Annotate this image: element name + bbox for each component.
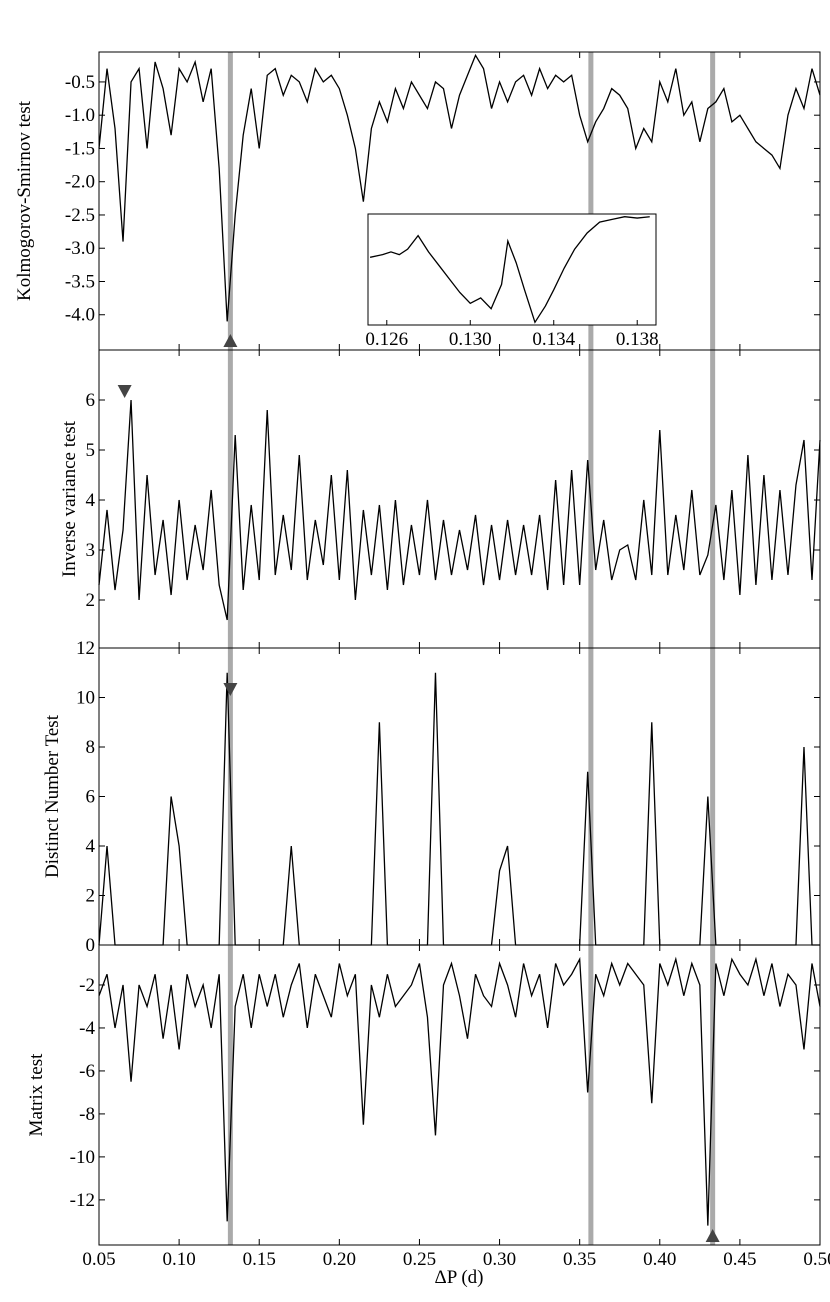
x-tick-label: 0.10 (162, 1249, 195, 1270)
x-tick-label: 0.05 (82, 1249, 115, 1270)
marker-triangle (705, 1229, 720, 1242)
x-tick-label: 0.20 (323, 1249, 356, 1270)
y-tick-label: 12 (76, 638, 95, 659)
y-tick-label: 6 (86, 390, 96, 411)
data-line (98, 399, 821, 621)
x-tick-label: 0.45 (723, 1249, 756, 1270)
y-axis-label: Matrix test (26, 1053, 47, 1137)
y-tick-label: 10 (76, 688, 95, 709)
y-tick-label: 2 (86, 590, 96, 611)
inset-x-tick-label: 0.126 (365, 329, 408, 350)
y-tick-label: 3 (86, 540, 96, 561)
y-tick-label: 0 (86, 935, 96, 956)
y-tick-label: -12 (70, 1190, 95, 1211)
x-tick-label: 0.35 (563, 1249, 596, 1270)
y-tick-label: -1.5 (65, 138, 95, 159)
inset-x-tick-label: 0.138 (616, 329, 659, 350)
data-line (98, 956, 821, 1226)
inset-x-tick-label: 0.130 (449, 329, 492, 350)
y-tick-label: -4 (79, 1018, 95, 1039)
panel-frame (98, 944, 821, 1246)
x-tick-label: 0.15 (243, 1249, 276, 1270)
y-tick-label: 4 (86, 490, 96, 511)
y-tick-label: 2 (86, 886, 96, 907)
x-tick-label: 0.30 (483, 1249, 516, 1270)
x-axis-label: ΔP (d) (435, 1267, 484, 1288)
y-tick-label: -6 (79, 1061, 95, 1082)
inset-frame (367, 213, 657, 326)
inset-line (369, 216, 650, 324)
marker-triangle (223, 683, 238, 696)
data-line (98, 53, 821, 322)
y-tick-label: -8 (79, 1104, 95, 1125)
y-tick-label: 6 (86, 787, 96, 808)
y-tick-label: -2.5 (65, 205, 95, 226)
y-tick-label: 8 (86, 737, 96, 758)
y-tick-label: -2.0 (65, 172, 95, 193)
y-tick-label: -3.5 (65, 271, 95, 292)
y-tick-label: -0.5 (65, 72, 95, 93)
x-tick-label: 0.40 (643, 1249, 676, 1270)
y-tick-label: -10 (70, 1147, 95, 1168)
marker-triangle (223, 334, 238, 347)
y-axis-label: Inverse variance test (59, 420, 80, 577)
y-tick-label: -1.0 (65, 105, 95, 126)
marker-triangle (117, 385, 132, 398)
y-tick-label: 5 (86, 440, 96, 461)
y-axis-label: Distinct Number Test (42, 714, 63, 878)
x-tick-label: 0.25 (403, 1249, 436, 1270)
y-tick-label: -4.0 (65, 305, 95, 326)
y-tick-label: -2 (79, 975, 95, 996)
y-axis-label: Kolmogorov-Smirnov test (14, 100, 35, 301)
y-tick-label: -3.0 (65, 238, 95, 259)
inset-x-tick-label: 0.134 (532, 329, 575, 350)
y-tick-label: 4 (86, 836, 96, 857)
x-tick-label: 0.50 (803, 1249, 830, 1270)
